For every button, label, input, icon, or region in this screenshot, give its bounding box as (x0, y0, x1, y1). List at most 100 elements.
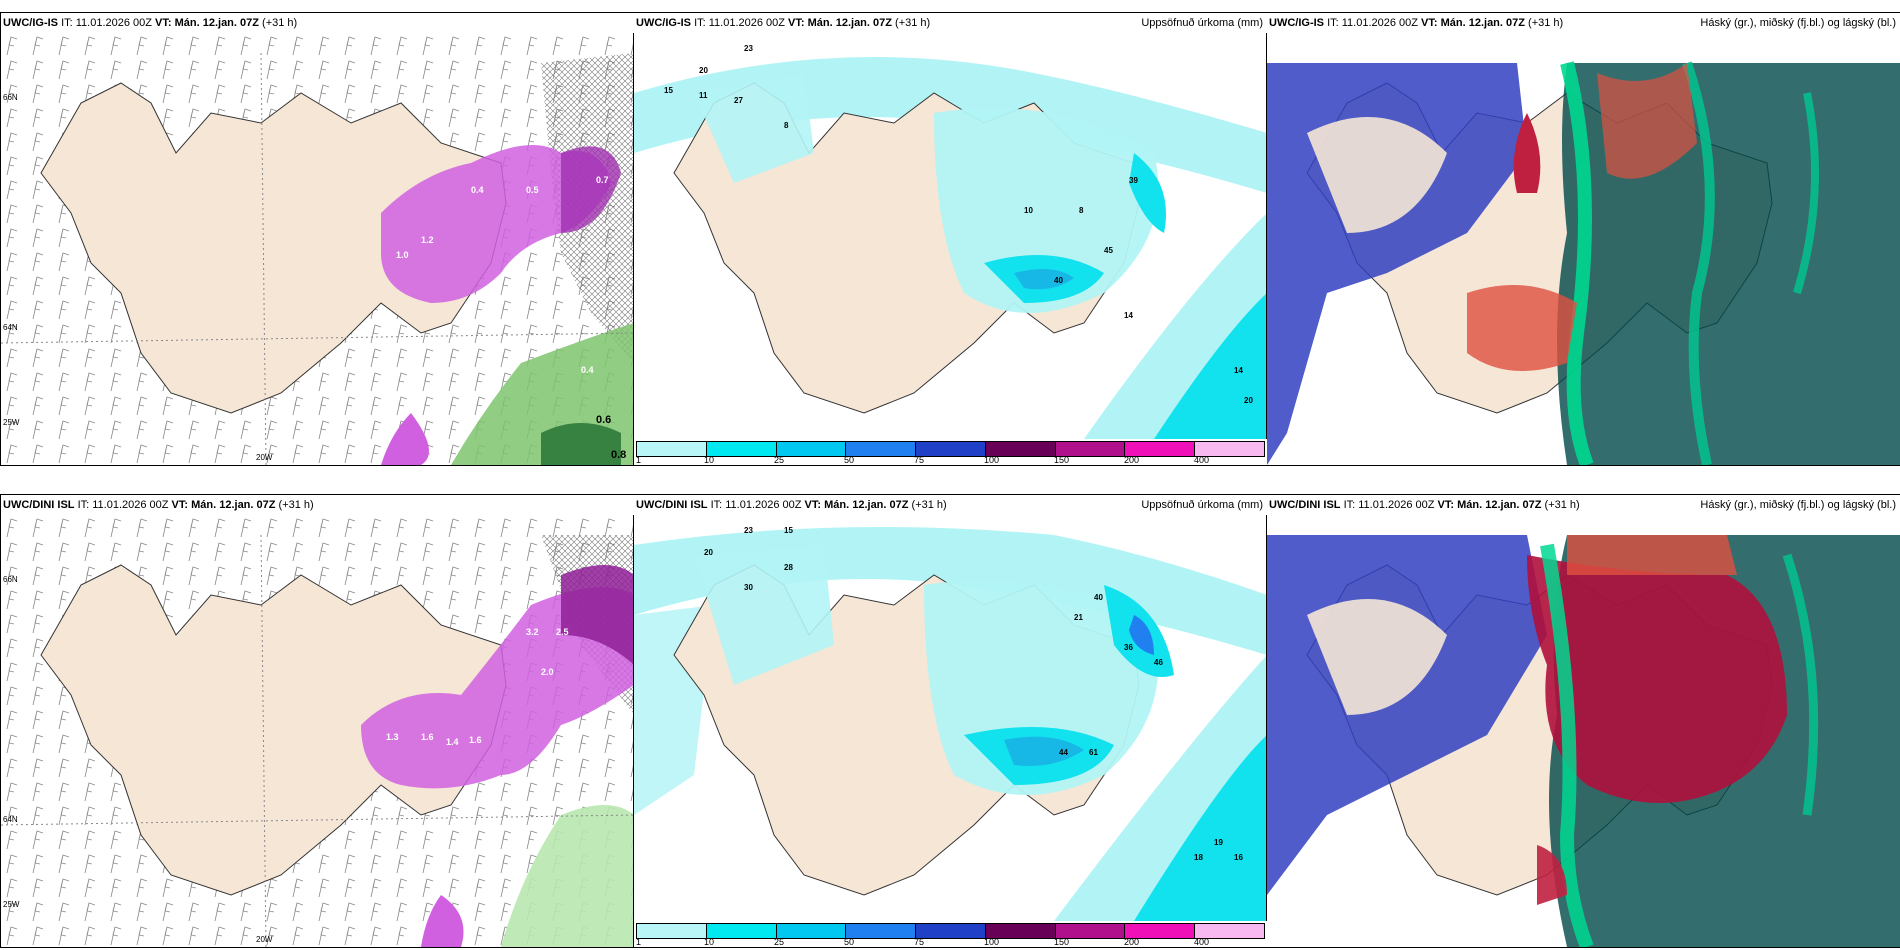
precip-map: 23 15 20 30 28 40 21 36 46 44 61 16 19 18 (634, 515, 1267, 921)
svg-text:0.5: 0.5 (526, 185, 539, 195)
model-name: UWC/IG-IS (636, 17, 691, 29)
svg-text:20: 20 (704, 548, 713, 557)
svg-text:30: 30 (744, 583, 753, 592)
valid-time: VT: Mán. 12.jan. 07Z (1421, 17, 1525, 29)
svg-text:1.6: 1.6 (421, 732, 434, 742)
panel-field-title: Háský (gr.), miðský (fj.bl.) og lágský (… (1700, 499, 1896, 511)
svg-text:20: 20 (699, 66, 708, 75)
panel-field-title: Uppsöfnuð úrkoma (mm) (1141, 499, 1263, 511)
valid-time: VT: Mán. 12.jan. 07Z (788, 17, 892, 29)
svg-text:14: 14 (1124, 311, 1133, 320)
snow-wind-map: 1.3 1.6 1.4 1.6 1.5 3.2 2.0 2.5 (1, 515, 634, 947)
svg-text:45: 45 (1104, 246, 1113, 255)
legend-swatch (706, 924, 777, 938)
lead-time: (+31 h) (1544, 499, 1580, 511)
panel-dini-snow: UWC/DINI ISL IT: 11.01.2026 00Z VT: Mán.… (0, 494, 635, 948)
legend-tick: 10 (704, 937, 715, 947)
legend-swatch (637, 442, 707, 456)
legend-swatch (1125, 442, 1196, 456)
lon-label-20: 20W (256, 935, 273, 944)
lon-label-25: 25W (3, 900, 20, 909)
valid-time: VT: Mán. 12.jan. 07Z (171, 499, 276, 511)
legend-tick: 100 (984, 455, 1000, 465)
legend-swatch (1195, 924, 1265, 938)
model-name: UWC/DINI ISL (1269, 499, 1341, 511)
model-name: UWC/IG-IS (1269, 17, 1324, 29)
init-time: IT: 11.01.2026 00Z (694, 17, 785, 29)
legend-colorbar (636, 441, 1265, 457)
svg-text:1.6: 1.6 (469, 735, 482, 745)
svg-text:1.4: 1.4 (446, 737, 459, 747)
svg-text:36: 36 (1124, 643, 1133, 652)
legend-swatch (637, 924, 707, 938)
svg-text:21: 21 (1074, 613, 1083, 622)
legend-tick: 50 (844, 455, 855, 465)
cloud-map (1267, 515, 1900, 947)
init-time: IT: 11.01.2026 00Z (710, 499, 802, 511)
panel-dini-clouds: UWC/DINI ISL IT: 11.01.2026 00Z VT: Mán.… (1266, 494, 1900, 948)
svg-text:0.4: 0.4 (581, 365, 594, 375)
lon-label-25: 25W (3, 418, 20, 427)
lead-time: (+31 h) (895, 17, 931, 29)
svg-text:40: 40 (1054, 276, 1063, 285)
svg-text:0.8: 0.8 (611, 449, 626, 461)
svg-text:15: 15 (664, 86, 673, 95)
svg-text:44: 44 (1059, 748, 1068, 757)
panel-field-title: Uppsöfnuð úrkoma (mm) (1141, 17, 1263, 29)
legend-swatch (1055, 442, 1126, 456)
init-time: IT: 11.01.2026 00Z (1327, 17, 1418, 29)
panel-header: UWC/IG-IS IT: 11.01.2026 00Z VT: Mán. 12… (1, 13, 634, 33)
valid-time: VT: Mán. 12.jan. 07Z (1437, 499, 1542, 511)
svg-text:2.5: 2.5 (556, 627, 569, 637)
lat-label-64: 64N (3, 815, 18, 824)
panel-field-title: Háský (gr.), miðský (fj.bl.) og lágský (… (1700, 17, 1896, 29)
model-name: UWC/DINI ISL (3, 499, 75, 511)
model-name: UWC/DINI ISL (636, 499, 708, 511)
legend-tick: 75 (914, 937, 925, 947)
panel-header: UWC/DINI ISL IT: 11.01.2026 00Z VT: Mán.… (634, 495, 1267, 515)
svg-text:46: 46 (1154, 658, 1163, 667)
svg-text:15: 15 (784, 526, 793, 535)
svg-text:10: 10 (1024, 206, 1033, 215)
snow-wind-map: 1.0 1.2 0.4 0.5 0.7 0.4 0.6 0.8 (1, 33, 634, 465)
svg-text:18: 18 (1194, 853, 1203, 862)
legend-swatch (1125, 924, 1196, 938)
svg-text:0.6: 0.6 (596, 414, 611, 426)
legend-tick: 150 (1054, 455, 1070, 465)
svg-text:1.2: 1.2 (421, 235, 434, 245)
panel-ig-snow: UWC/IG-IS IT: 11.01.2026 00Z VT: Mán. 12… (0, 12, 635, 466)
legend-swatch (776, 924, 847, 938)
svg-text:23: 23 (744, 44, 753, 53)
svg-text:0.7: 0.7 (596, 175, 609, 185)
init-time: IT: 11.01.2026 00Z (1343, 499, 1435, 511)
svg-text:16: 16 (1234, 853, 1243, 862)
svg-text:19: 19 (1214, 838, 1223, 847)
panel-ig-clouds: UWC/IG-IS IT: 11.01.2026 00Z VT: Mán. 12… (1266, 12, 1900, 466)
legend-colorbar (636, 923, 1265, 939)
init-time: IT: 11.01.2026 00Z (61, 17, 152, 29)
svg-text:8: 8 (1079, 206, 1084, 215)
valid-time: VT: Mán. 12.jan. 07Z (804, 499, 909, 511)
legend-tick: 1 (636, 455, 642, 465)
panel-header: UWC/IG-IS IT: 11.01.2026 00Z VT: Mán. 12… (1267, 13, 1900, 33)
legend-swatch (985, 442, 1056, 456)
legend-tick: 1 (636, 937, 642, 947)
svg-text:61: 61 (1089, 748, 1098, 757)
legend-tick: 400 (1194, 455, 1210, 465)
svg-text:1.3: 1.3 (386, 732, 399, 742)
lead-time: (+31 h) (278, 499, 314, 511)
svg-text:28: 28 (784, 563, 793, 572)
precip-legend: 1 10 25 50 75 100 150 200 400 (634, 439, 1267, 465)
legend-swatch (985, 924, 1056, 938)
legend-swatch (1195, 442, 1265, 456)
legend-tick: 50 (844, 937, 855, 947)
legend-swatch (846, 924, 917, 938)
legend-tick: 100 (984, 937, 1000, 947)
panel-dini-precip: UWC/DINI ISL IT: 11.01.2026 00Z VT: Mán.… (633, 494, 1268, 948)
svg-text:39: 39 (1129, 176, 1138, 185)
lead-time: (+31 h) (1528, 17, 1564, 29)
legend-tick: 200 (1124, 455, 1140, 465)
legend-tick: 25 (774, 937, 785, 947)
cloud-map (1267, 33, 1900, 465)
legend-swatch (916, 442, 986, 456)
